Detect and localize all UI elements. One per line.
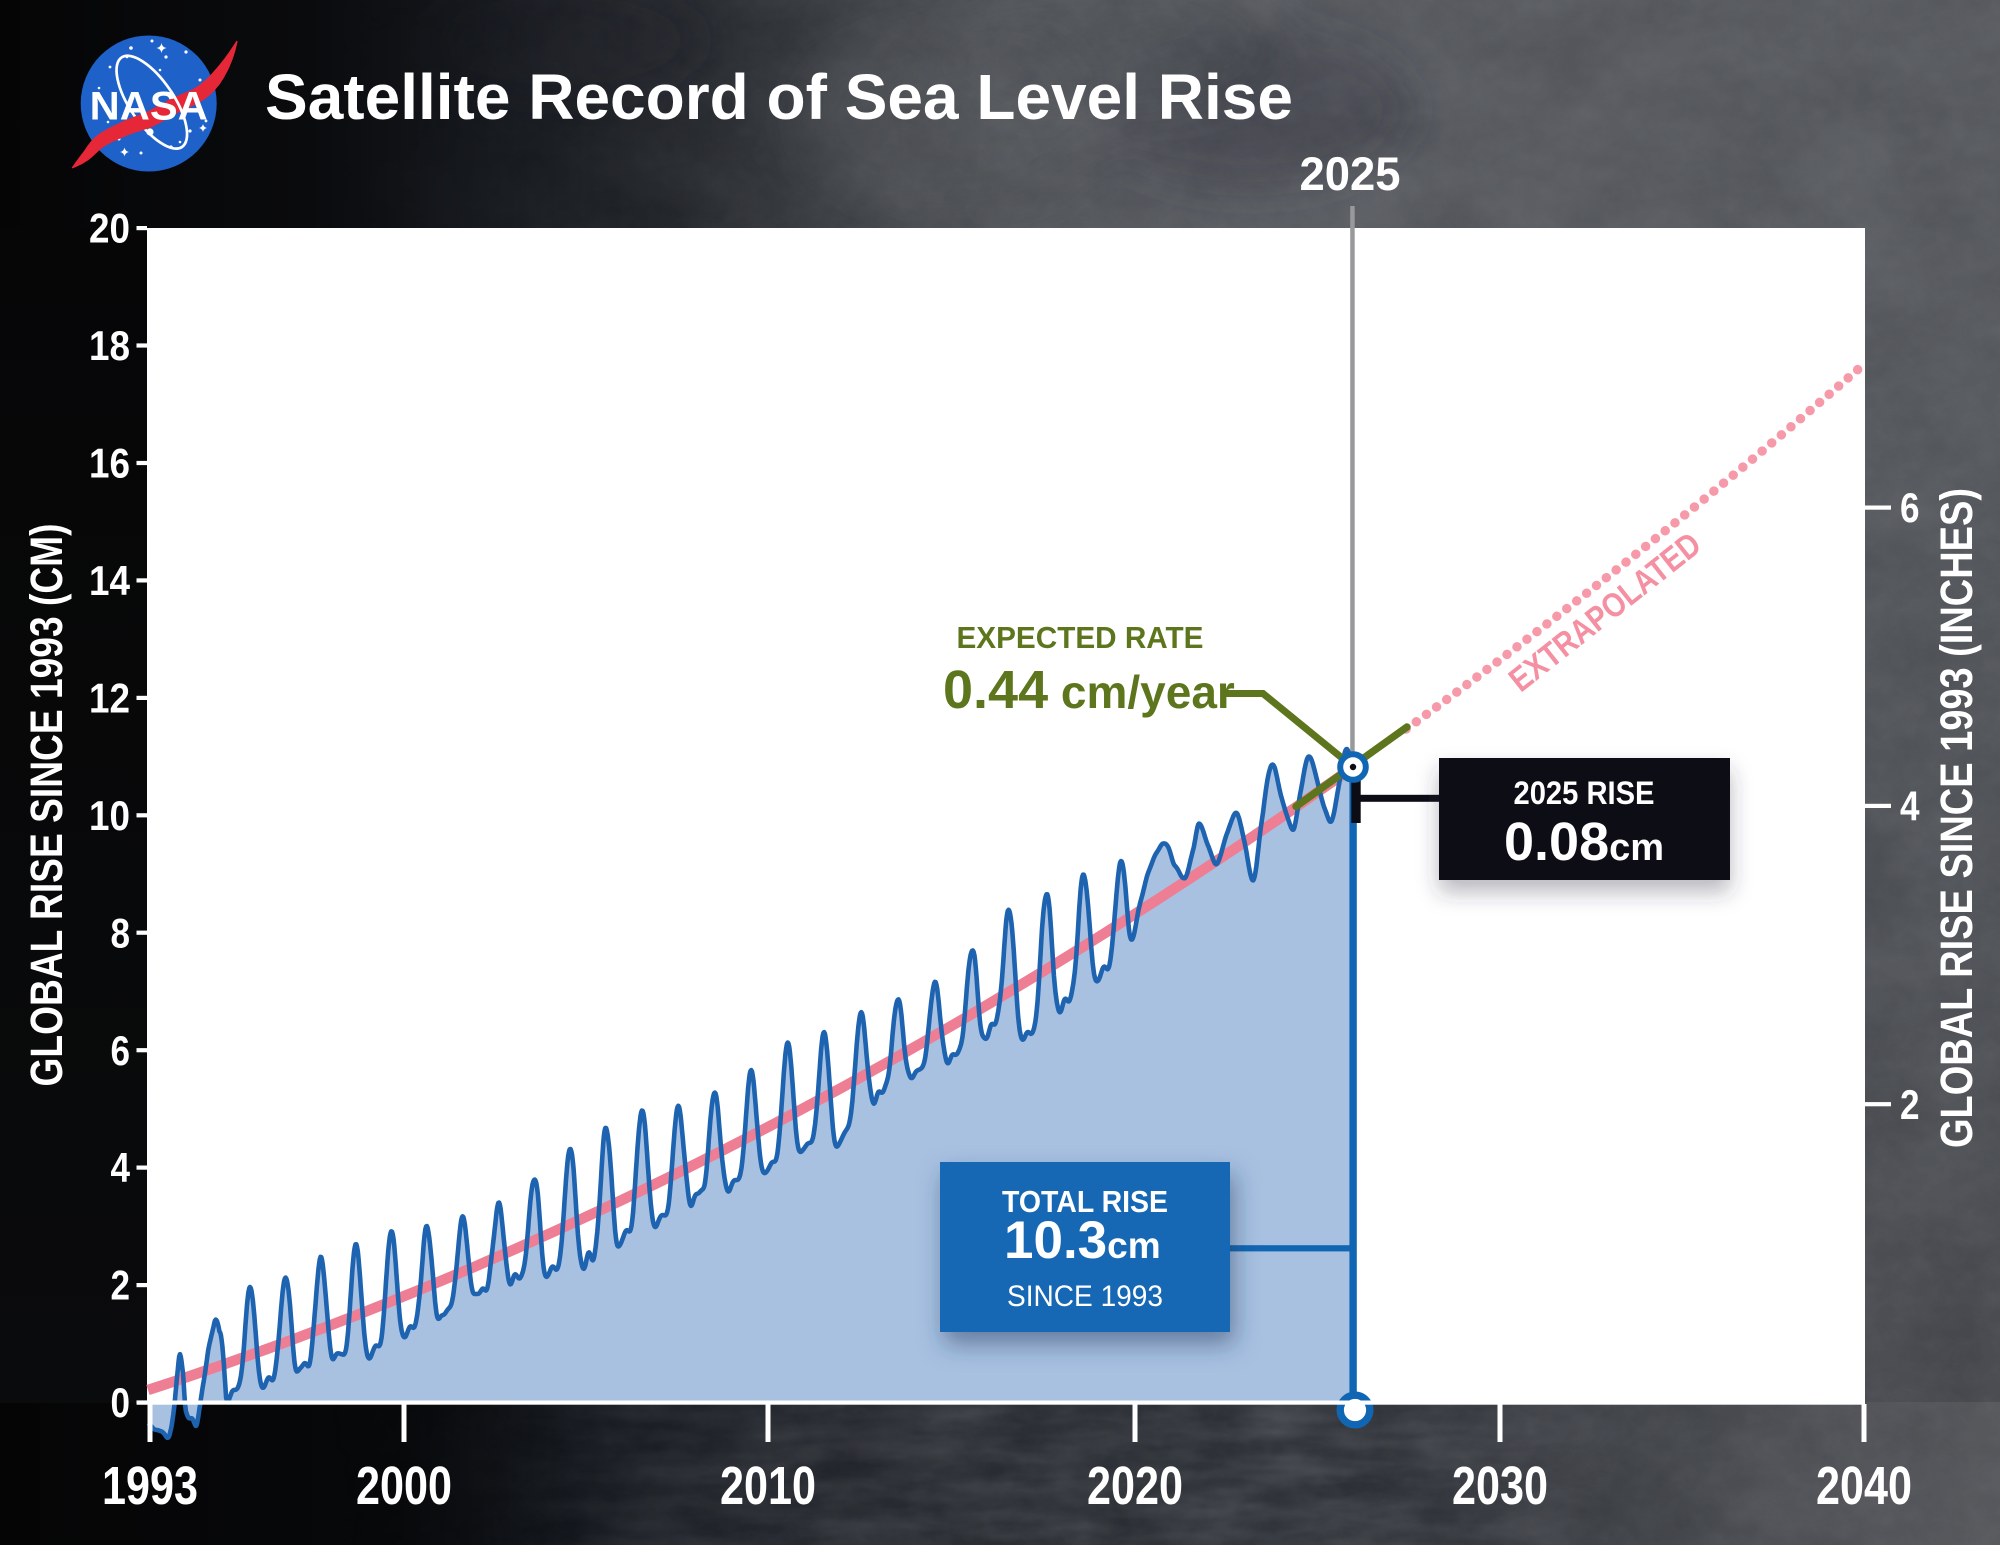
- svg-text:6: 6: [111, 1027, 131, 1074]
- svg-text:SINCE 1993: SINCE 1993: [1007, 1280, 1163, 1313]
- svg-text:20: 20: [89, 205, 130, 252]
- svg-text:4: 4: [111, 1144, 131, 1191]
- svg-text:4: 4: [1900, 783, 1920, 830]
- svg-text:GLOBAL RISE SINCE 1993 (INCHES: GLOBAL RISE SINCE 1993 (INCHES): [1931, 488, 1982, 1148]
- svg-text:10: 10: [89, 792, 130, 839]
- svg-text:EXPECTED RATE: EXPECTED RATE: [957, 620, 1204, 655]
- svg-text:8: 8: [111, 909, 131, 956]
- svg-text:2: 2: [1900, 1081, 1920, 1128]
- svg-text:2030: 2030: [1452, 1456, 1548, 1516]
- svg-text:GLOBAL RISE SINCE 1993 (CM): GLOBAL RISE SINCE 1993 (CM): [21, 524, 72, 1087]
- svg-text:2: 2: [111, 1262, 131, 1309]
- svg-text:2020: 2020: [1087, 1456, 1183, 1516]
- svg-text:1993: 1993: [102, 1456, 198, 1516]
- svg-text:2025 RISE: 2025 RISE: [1514, 775, 1655, 811]
- svg-text:Satellite Record of Sea Level: Satellite Record of Sea Level Rise: [265, 61, 1293, 133]
- svg-text:2025: 2025: [1300, 147, 1401, 200]
- svg-text:14: 14: [89, 557, 131, 604]
- svg-text:12: 12: [89, 675, 130, 722]
- svg-text:16: 16: [89, 440, 130, 487]
- svg-text:2040: 2040: [1816, 1456, 1912, 1516]
- svg-text:0.44 cm/year: 0.44 cm/year: [943, 660, 1235, 720]
- svg-text:NASA: NASA: [90, 85, 208, 129]
- svg-text:2010: 2010: [720, 1456, 816, 1516]
- svg-text:0: 0: [111, 1379, 131, 1426]
- svg-text:18: 18: [89, 322, 130, 369]
- svg-text:6: 6: [1900, 484, 1920, 531]
- svg-text:2000: 2000: [356, 1456, 452, 1516]
- svg-text:TOTAL RISE: TOTAL RISE: [1002, 1184, 1168, 1219]
